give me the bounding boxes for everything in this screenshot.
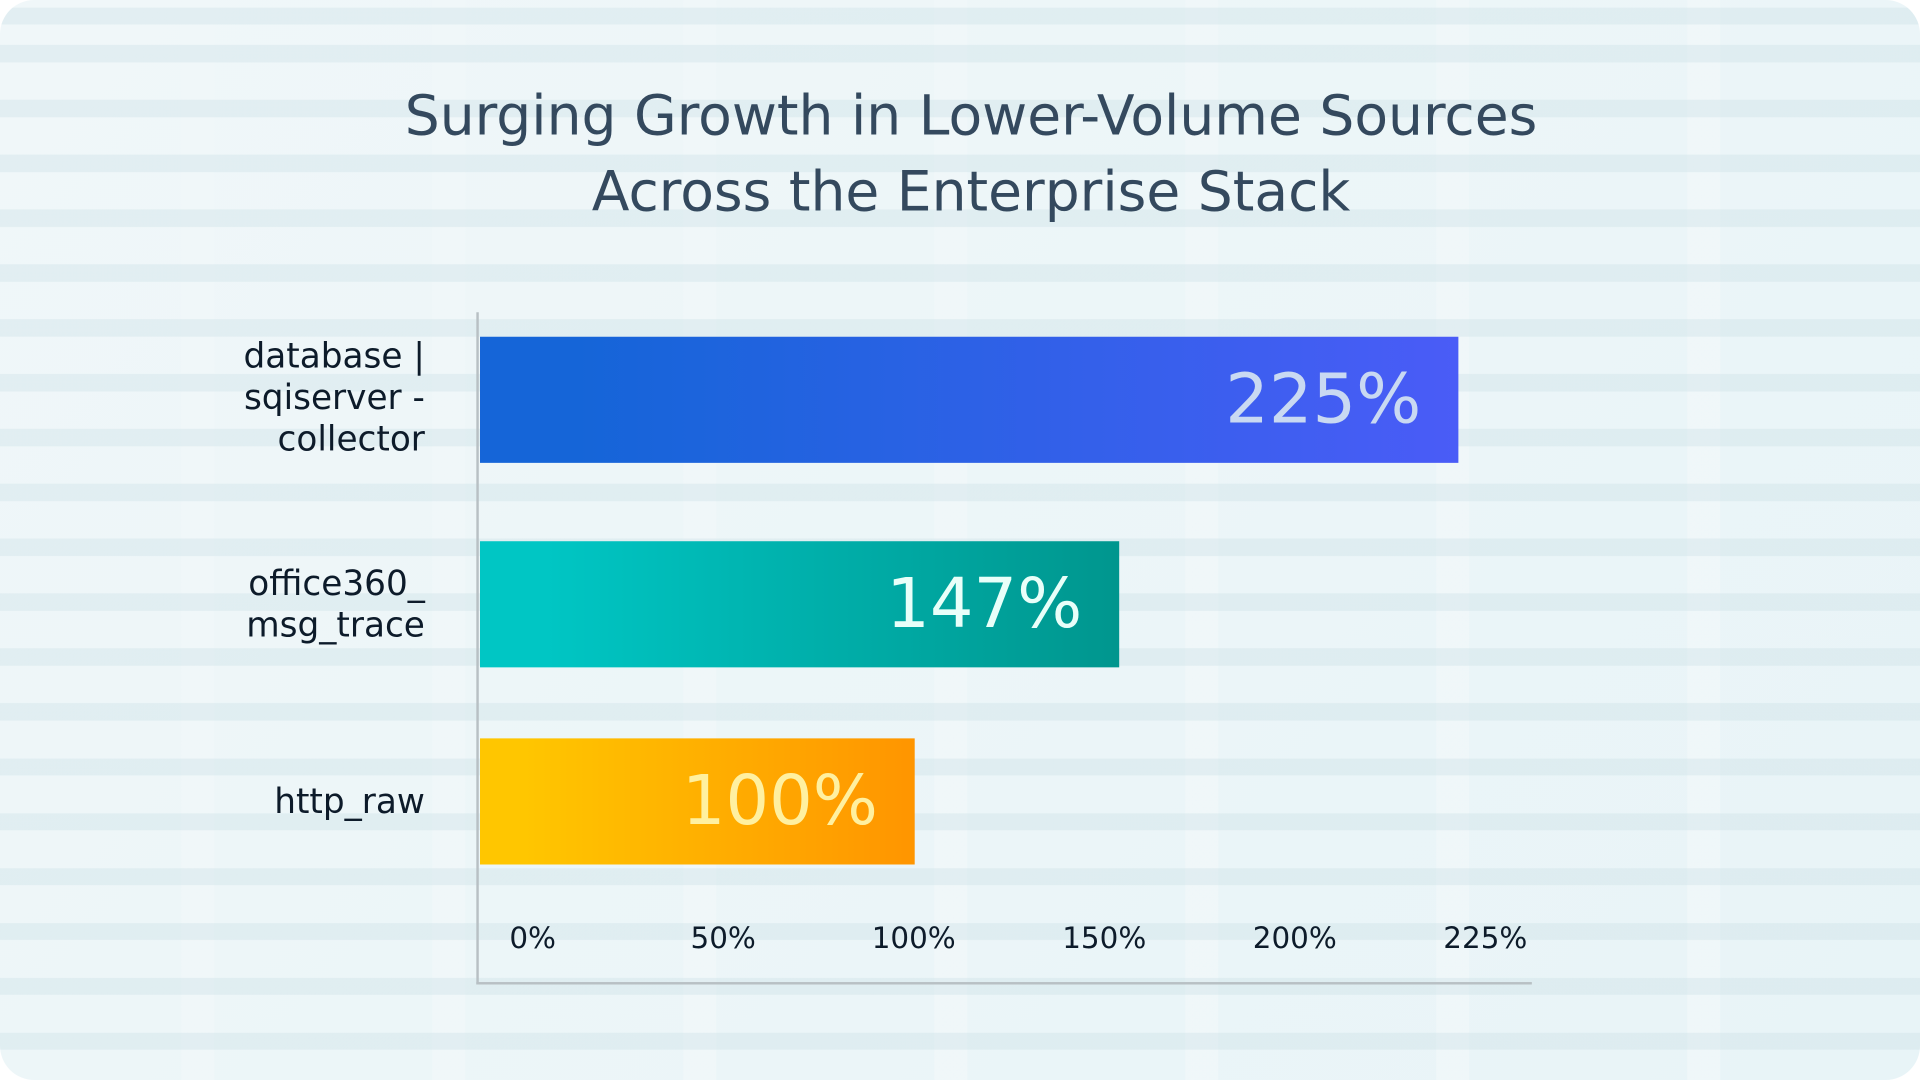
x-tick-label: 50% — [690, 920, 756, 956]
category-label: database | sqiserver - collector — [243, 335, 424, 460]
data-label: 147% — [886, 564, 1083, 645]
x-tick-label: 0% — [509, 920, 556, 956]
bar: 100% — [480, 738, 915, 865]
y-axis — [476, 312, 479, 985]
chart-title-line-1: Surging Growth in Lower-Volume Sources — [404, 83, 1538, 149]
data-label: 100% — [681, 761, 878, 842]
x-tick-label: 225% — [1443, 920, 1528, 956]
category-label-line: collector — [277, 418, 425, 459]
category-label-line: http_raw — [274, 780, 425, 822]
category-label: office360_ msg_trace — [246, 563, 425, 646]
x-tick-label: 200% — [1252, 920, 1337, 956]
category-label-line: msg_trace — [246, 604, 425, 645]
category-label-line: sqiserver - — [243, 376, 425, 417]
bar: 225% — [480, 336, 1459, 463]
chart-title-line-2: Across the Enterprise Stack — [591, 159, 1351, 225]
category-label: http_raw — [274, 781, 425, 823]
data-label: 225% — [1225, 360, 1422, 440]
category-label-line: database | — [243, 334, 425, 376]
x-tick-label: 150% — [1062, 920, 1147, 956]
category-label-line: office360_ — [248, 562, 425, 604]
x-axis — [476, 982, 1532, 985]
x-tick-label: 100% — [871, 920, 956, 956]
bar: 147% — [480, 541, 1120, 668]
